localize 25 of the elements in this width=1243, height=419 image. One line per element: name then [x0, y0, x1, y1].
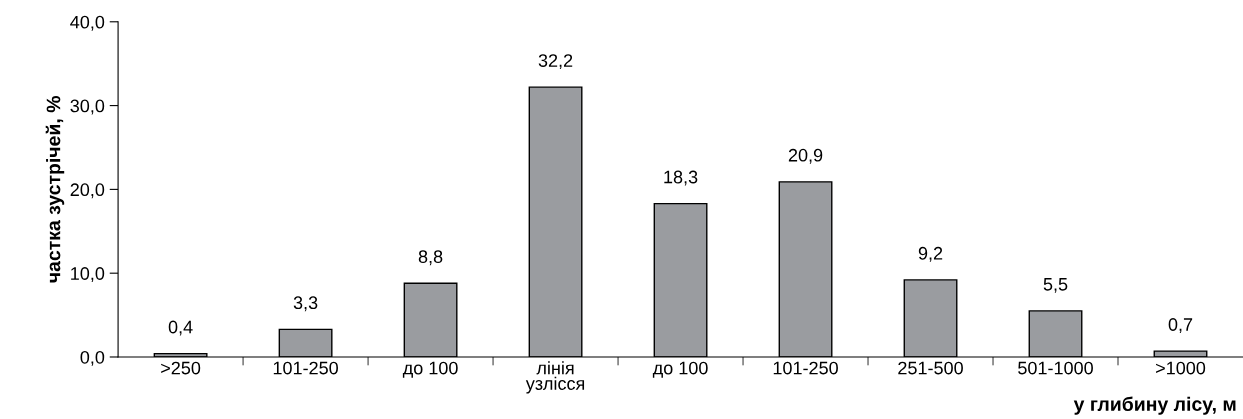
x-tick-label: 101-250: [273, 361, 338, 375]
y-tick-label: 10,0: [71, 267, 105, 283]
data-label: 0,4: [168, 320, 193, 336]
data-label: 3,3: [293, 296, 318, 312]
data-label: 9,2: [918, 246, 943, 262]
x-tick-label: >250: [161, 361, 201, 375]
data-label: 18,3: [664, 170, 698, 186]
y-axis-title: частка зустрічей, %: [45, 96, 65, 283]
data-label: 5,5: [1043, 278, 1068, 293]
y-tick-label: 0,0: [80, 350, 105, 366]
x-tick-label: 251-500: [898, 361, 963, 375]
x-tick-label: до 100: [402, 361, 458, 378]
y-tick-label: 20,0: [70, 183, 105, 199]
x-tick-label: 101-250: [773, 361, 838, 375]
x-axis-title: у глибину лісу, м: [1073, 396, 1236, 415]
y-tick-label: 30,0: [70, 99, 105, 115]
y-tick-label: 40,0: [70, 15, 105, 31]
data-label: 32,2: [538, 54, 573, 70]
data-label: 8,8: [418, 250, 443, 266]
x-tick-label: >1000: [1156, 361, 1206, 375]
data-label: 20,9: [788, 148, 823, 164]
x-tick-label: до 100: [652, 361, 708, 378]
x-tick-label: лінія узлісся: [525, 361, 585, 394]
data-label: 0,7: [1168, 318, 1193, 334]
x-tick-label: 501-1000: [1018, 361, 1093, 375]
